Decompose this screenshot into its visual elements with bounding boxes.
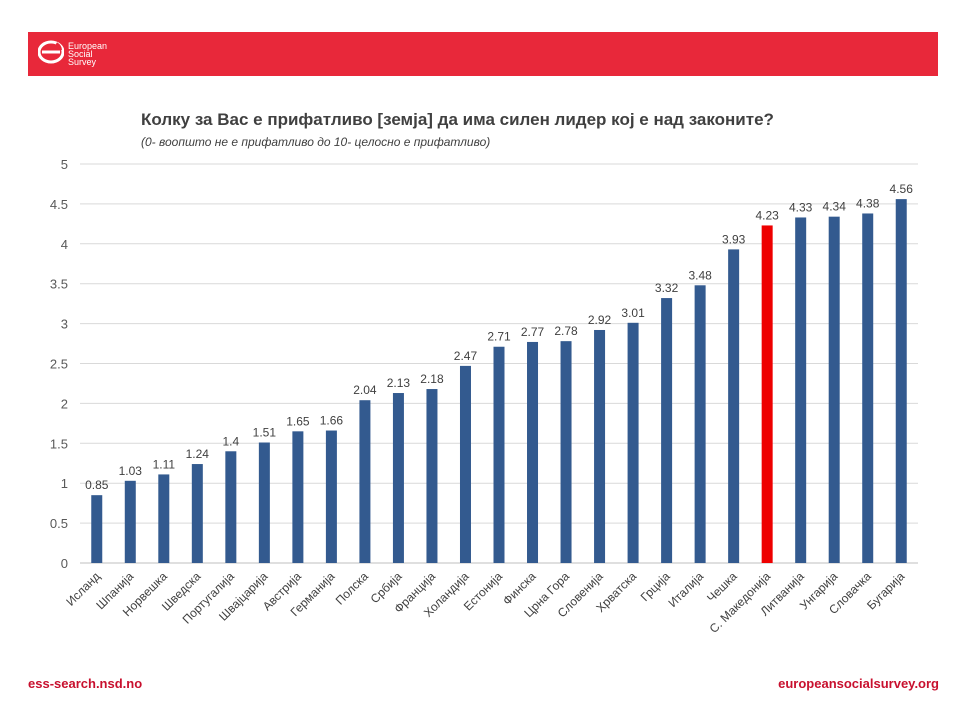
bar xyxy=(761,225,773,564)
bar xyxy=(459,365,471,563)
data-label: 4.23 xyxy=(755,208,779,222)
y-tick-label: 0.5 xyxy=(50,516,68,531)
bar xyxy=(493,346,505,563)
logo-line-1: European xyxy=(68,41,108,51)
x-tick-label: Италија xyxy=(665,569,706,610)
data-label: 2.78 xyxy=(554,324,578,338)
footer-link-ess-search[interactable]: ess-search.nsd.no xyxy=(28,676,143,691)
logo-line-2: Social xyxy=(68,49,93,59)
bar xyxy=(426,389,438,563)
bar xyxy=(225,451,237,563)
bar xyxy=(828,216,840,563)
y-tick-label: 4.5 xyxy=(50,197,68,212)
bar xyxy=(359,400,371,563)
y-tick-label: 2.5 xyxy=(50,357,68,372)
y-tick-label: 0 xyxy=(61,556,68,571)
bar xyxy=(124,480,136,563)
bar xyxy=(694,285,706,563)
bar xyxy=(527,341,539,563)
y-tick-label: 1 xyxy=(61,476,68,491)
y-tick-label: 5 xyxy=(61,157,68,172)
data-label: 3.48 xyxy=(688,268,712,282)
y-tick-label: 1.5 xyxy=(50,436,68,451)
data-label: 1.51 xyxy=(253,426,277,440)
data-label: 4.34 xyxy=(823,200,847,214)
y-tick-label: 3.5 xyxy=(50,277,68,292)
x-tick-label: Бугарија xyxy=(864,569,907,612)
bar xyxy=(795,217,807,563)
y-tick-label: 3 xyxy=(61,317,68,332)
data-label: 0.85 xyxy=(85,478,109,492)
logo-line-3: Survey xyxy=(68,57,97,67)
x-tick-label: Полска xyxy=(333,569,372,608)
data-label: 3.32 xyxy=(655,281,679,295)
logo-text: European Social Survey xyxy=(68,41,108,67)
bar xyxy=(594,329,606,563)
data-label: 3.01 xyxy=(621,306,645,320)
bar xyxy=(292,431,304,563)
footer-link-ess-website[interactable]: europeansocialsurvey.org xyxy=(778,676,939,691)
bar xyxy=(158,474,170,563)
data-label: 4.38 xyxy=(856,196,880,210)
header-banner: European Social Survey xyxy=(28,32,938,76)
bar xyxy=(191,464,203,563)
bar xyxy=(862,213,874,563)
data-label: 2.77 xyxy=(521,325,545,339)
data-label: 2.47 xyxy=(454,349,478,363)
chart-subtitle: (0- воопшто не е прифатливо до 10- целос… xyxy=(141,135,491,149)
data-label: 1.24 xyxy=(186,447,210,461)
data-label: 2.71 xyxy=(487,330,511,344)
y-tick-label: 2 xyxy=(61,396,68,411)
ess-logo[interactable]: European Social Survey xyxy=(38,38,158,70)
data-label: 2.92 xyxy=(588,313,612,327)
y-tick-label: 4 xyxy=(61,237,68,252)
bar xyxy=(91,495,103,563)
bar xyxy=(325,430,337,563)
data-label: 2.18 xyxy=(420,372,444,386)
data-label: 1.11 xyxy=(153,457,176,471)
data-label: 1.4 xyxy=(222,434,239,448)
data-label: 1.65 xyxy=(286,414,310,428)
bar xyxy=(258,442,270,563)
chart-title: Колку за Вас е прифатливо [земја] да има… xyxy=(141,110,774,129)
data-label: 4.56 xyxy=(890,182,914,196)
bar xyxy=(627,322,639,563)
data-label: 3.93 xyxy=(722,232,746,246)
bar xyxy=(895,199,907,563)
bar xyxy=(728,249,740,564)
data-label: 1.66 xyxy=(320,414,344,428)
data-label: 4.33 xyxy=(789,200,813,214)
bar xyxy=(392,393,404,563)
data-label: 1.03 xyxy=(119,464,143,478)
data-label: 2.13 xyxy=(387,376,411,390)
ess-logo-icon xyxy=(38,40,64,64)
bar xyxy=(560,341,572,563)
bar xyxy=(661,298,673,563)
data-label: 2.04 xyxy=(353,383,377,397)
